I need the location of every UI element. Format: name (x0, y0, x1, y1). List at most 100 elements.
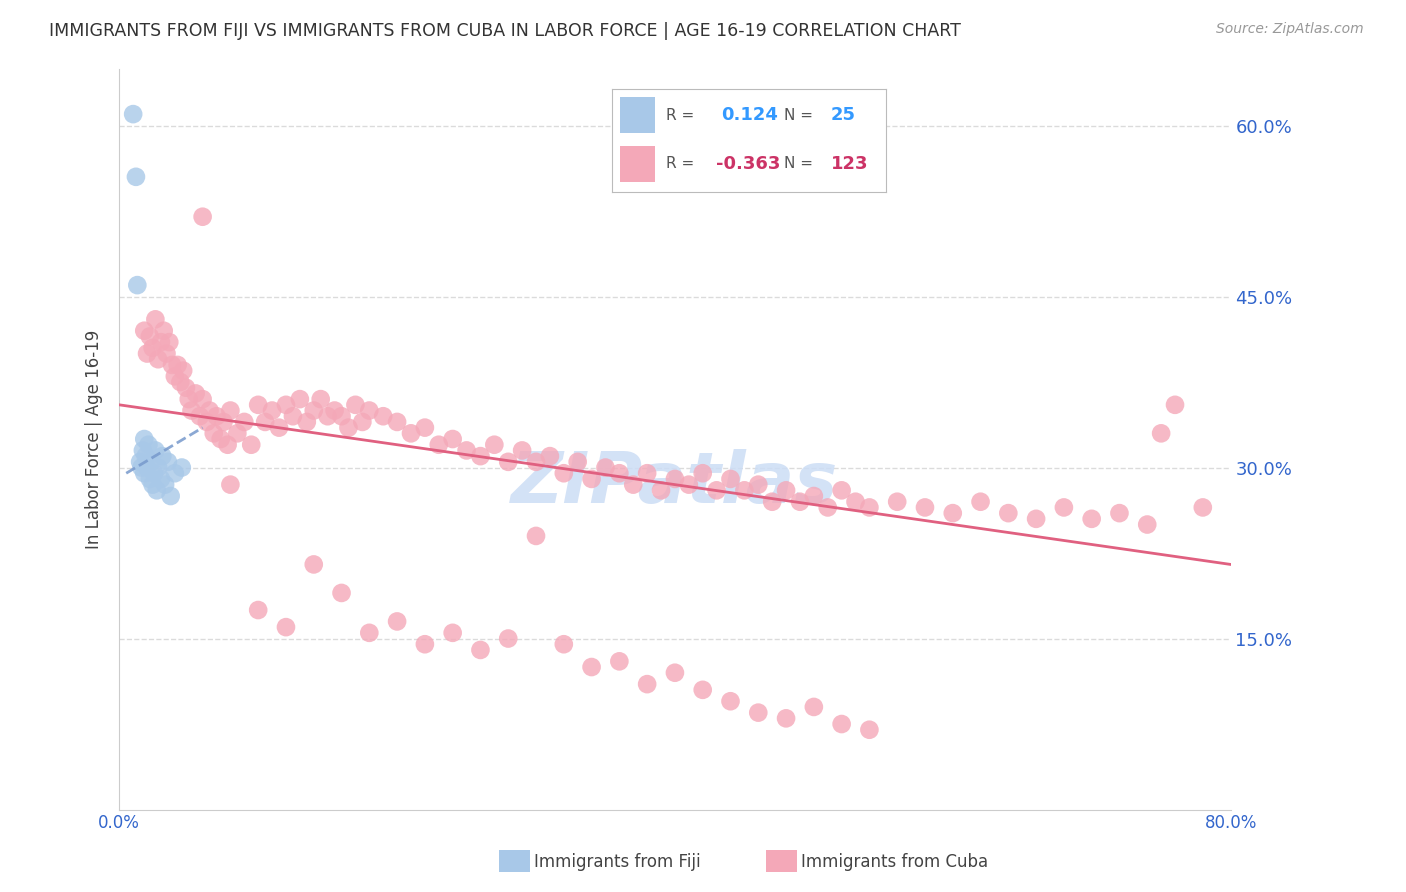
Point (1025, 512, 1047, 526)
Point (219, 477, 242, 491)
Point (209, 432, 232, 446)
Point (484, 438, 506, 452)
Point (352, 415, 374, 429)
Point (595, 460, 617, 475)
Point (146, 483, 169, 498)
Point (344, 398, 367, 412)
Point (524, 455, 547, 469)
Point (747, 477, 769, 491)
Point (413, 420, 436, 434)
Point (226, 426, 249, 441)
Point (373, 409, 395, 424)
Point (166, 358, 188, 372)
Point (650, 483, 672, 498)
Point (174, 381, 197, 395)
Point (195, 415, 218, 429)
Point (470, 449, 492, 463)
Point (198, 403, 221, 417)
Point (247, 603, 270, 617)
Point (170, 460, 193, 475)
Point (157, 335, 180, 350)
Point (581, 472, 603, 486)
Point (456, 443, 478, 458)
Point (262, 403, 284, 417)
Point (581, 660, 603, 674)
Point (567, 455, 589, 469)
Point (150, 449, 173, 463)
Point (159, 489, 181, 503)
Point (135, 449, 157, 463)
Point (217, 438, 239, 452)
Point (942, 506, 965, 520)
Bar (620, 145, 655, 181)
Point (496, 455, 519, 469)
Point (441, 625, 464, 640)
Point (145, 312, 167, 326)
Point (831, 717, 853, 731)
Point (664, 665, 686, 680)
Point (692, 682, 714, 697)
Point (636, 467, 658, 481)
Point (274, 398, 297, 412)
Point (1053, 500, 1076, 515)
Point (142, 341, 165, 355)
Point (149, 335, 172, 350)
Text: 123: 123 (831, 154, 869, 172)
Point (146, 352, 169, 367)
Point (775, 711, 797, 725)
Point (524, 529, 547, 543)
Point (789, 494, 811, 508)
Text: 25: 25 (831, 106, 856, 124)
Point (817, 500, 839, 515)
Point (177, 392, 200, 406)
Point (122, 107, 145, 121)
Point (163, 467, 186, 481)
Point (316, 409, 339, 424)
Point (184, 386, 207, 401)
Point (163, 369, 186, 384)
Point (134, 467, 156, 481)
Point (1191, 500, 1213, 515)
Point (609, 654, 631, 668)
Text: Source: ZipAtlas.com: Source: ZipAtlas.com (1216, 22, 1364, 37)
Point (997, 506, 1019, 520)
Point (254, 415, 277, 429)
Point (141, 455, 163, 469)
Point (1136, 517, 1159, 532)
Point (146, 460, 169, 475)
Point (309, 392, 332, 406)
Point (359, 403, 381, 417)
Point (914, 500, 936, 515)
Point (295, 415, 318, 429)
Text: Immigrants from Fiji: Immigrants from Fiji (534, 853, 702, 871)
Point (172, 364, 194, 378)
Point (621, 477, 644, 491)
Point (678, 477, 700, 491)
Text: 0.124: 0.124 (721, 106, 778, 124)
Point (134, 432, 156, 446)
Point (205, 409, 228, 424)
Bar (620, 97, 655, 133)
Point (733, 483, 755, 498)
Point (470, 643, 492, 657)
Point (969, 494, 991, 508)
Point (156, 455, 179, 469)
Text: N =: N = (785, 108, 813, 123)
Point (441, 432, 464, 446)
Point (385, 415, 408, 429)
Point (553, 637, 575, 651)
Point (886, 494, 908, 508)
Point (136, 346, 159, 360)
Point (747, 706, 769, 720)
Point (160, 358, 183, 372)
Point (337, 420, 360, 434)
Point (636, 677, 658, 691)
Point (510, 443, 533, 458)
Point (191, 210, 214, 224)
Point (844, 494, 866, 508)
Point (413, 637, 436, 651)
Point (127, 278, 149, 293)
Point (240, 438, 263, 452)
Point (131, 460, 153, 475)
Point (169, 375, 191, 389)
